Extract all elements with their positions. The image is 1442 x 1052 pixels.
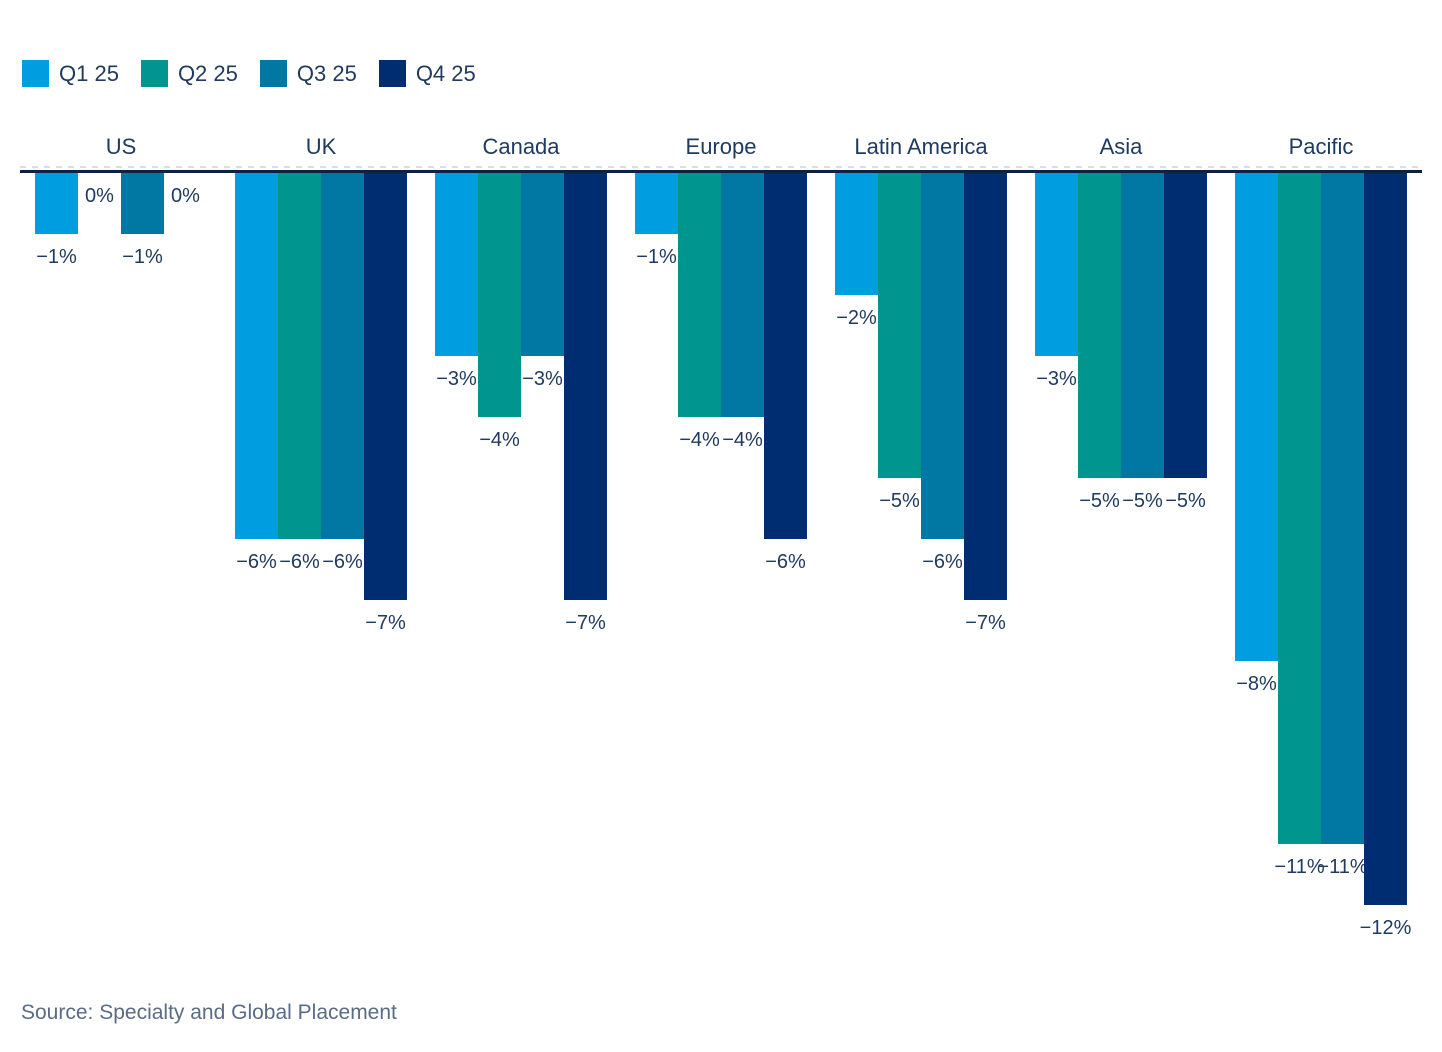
group-title: Europe: [685, 134, 757, 159]
legend-label: Q3 25: [296, 60, 357, 86]
value-label: −7%: [565, 612, 606, 634]
bar-q2-25-latin-america: [878, 173, 921, 478]
bar-q3-25-uk: [321, 173, 364, 539]
value-label: −11%: [1274, 856, 1325, 878]
value-label: 0%: [171, 185, 200, 207]
bar-q3-25-latin-america: [921, 173, 964, 539]
legend: Q1 25 Q2 25 Q3 25 Q4 25: [22, 60, 476, 87]
bar-q1-25-europe: [635, 173, 678, 234]
bar-q4-25-pacific: [1364, 173, 1407, 905]
legend-item: Q1 25: [22, 60, 119, 87]
value-label: −8%: [1236, 673, 1277, 695]
value-label: −6%: [922, 551, 963, 573]
group-title: Latin America: [854, 134, 988, 159]
legend-item: Q2 25: [140, 60, 238, 87]
bar-q4-25-asia: [1164, 173, 1207, 478]
bar-q2-25-canada: [478, 173, 521, 417]
value-label: −1%: [122, 246, 163, 268]
bar-q1-25-asia: [1035, 173, 1078, 356]
x-axis-line: [20, 170, 1422, 173]
value-label: −7%: [965, 612, 1006, 634]
bar-q4-25-latin-america: [964, 173, 1007, 600]
value-label: −5%: [879, 490, 920, 512]
value-label: −2%: [836, 307, 877, 329]
bar-q2-25-europe: [678, 173, 721, 417]
bar-q1-25-latin-america: [835, 173, 878, 295]
bar-q1-25-pacific: [1235, 173, 1278, 661]
zero-gridline-dotted: [20, 166, 1422, 168]
value-label: −6%: [322, 551, 363, 573]
group-title: Canada: [482, 134, 560, 159]
legend-swatch-icon: [378, 60, 406, 87]
legend-item: Q4 25: [378, 60, 476, 87]
group-title: US: [105, 134, 137, 159]
group-title: Pacific: [1288, 134, 1354, 159]
bar-q4-25-europe: [764, 173, 807, 539]
group-title: Asia: [1099, 134, 1143, 159]
group-title: UK: [305, 134, 337, 159]
legend-label: Q1 25: [59, 60, 119, 86]
source-note: Source: Specialty and Global Placement: [21, 1001, 397, 1024]
legend-swatch-icon: [22, 60, 49, 87]
bar-q1-25-uk: [235, 173, 278, 539]
bar-q4-25-canada: [564, 173, 607, 600]
value-label: −4%: [479, 429, 520, 451]
bar-q2-25-uk: [278, 173, 321, 539]
value-label: −1%: [36, 246, 77, 268]
legend-label: Q2 25: [177, 60, 238, 86]
legend-item: Q3 25: [259, 60, 357, 87]
bar-q1-25-us: [35, 173, 78, 234]
legend-swatch-icon: [259, 60, 287, 87]
bar-q3-25-pacific: [1321, 173, 1364, 844]
value-label: 0%: [85, 185, 114, 207]
legend-swatch-icon: [140, 60, 168, 87]
value-label: −7%: [365, 612, 406, 634]
value-label: −5%: [1122, 490, 1163, 512]
bar-q3-25-europe: [721, 173, 764, 417]
value-label: −3%: [436, 368, 477, 390]
value-label: −12%: [1359, 917, 1412, 939]
value-label: −6%: [236, 551, 277, 573]
value-label: −5%: [1079, 490, 1120, 512]
value-label: −3%: [522, 368, 563, 390]
value-label: −4%: [679, 429, 720, 451]
value-label: −1%: [636, 246, 677, 268]
value-label: −5%: [1165, 490, 1206, 512]
bar-q2-25-asia: [1078, 173, 1121, 478]
value-label: −6%: [279, 551, 320, 573]
value-label: −11%: [1317, 856, 1368, 878]
bar-q4-25-uk: [364, 173, 407, 600]
legend-label: Q4 25: [415, 60, 476, 86]
bar-q1-25-canada: [435, 173, 478, 356]
value-label: −6%: [765, 551, 806, 573]
value-label: −3%: [1036, 368, 1077, 390]
bar-q3-25-asia: [1121, 173, 1164, 478]
bar-q2-25-pacific: [1278, 173, 1321, 844]
bar-q3-25-us: [121, 173, 164, 234]
bar-q3-25-canada: [521, 173, 564, 356]
value-label: −4%: [722, 429, 763, 451]
